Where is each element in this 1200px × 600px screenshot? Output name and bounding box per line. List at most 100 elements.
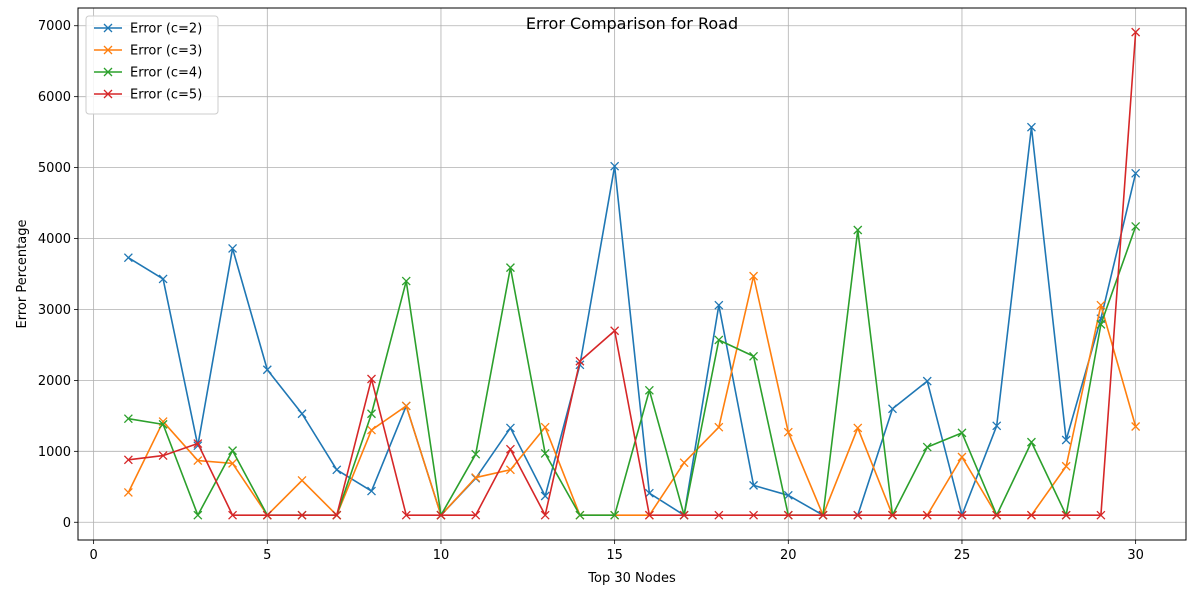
data-point-marker [957, 510, 967, 520]
data-point-marker [610, 510, 620, 520]
legend-item: Error (c=4) [94, 66, 202, 81]
legend-marker-swatch [103, 45, 113, 55]
data-point-marker [123, 488, 133, 497]
y-tick-label: 4000 [38, 232, 71, 247]
data-point-marker [853, 225, 863, 235]
y-tick-label: 1000 [38, 445, 71, 460]
series-line [127, 275, 1137, 516]
data-point-marker [262, 365, 272, 375]
legend-label: Error (c=3) [130, 44, 202, 59]
legend-item: Error (c=5) [94, 88, 202, 103]
x-tick-label: 25 [954, 548, 971, 563]
data-point-marker [123, 414, 133, 424]
data-point-marker [1061, 435, 1071, 445]
data-point-marker [158, 419, 168, 429]
data-point-marker [922, 442, 932, 452]
legend-item: Error (c=3) [94, 44, 202, 59]
data-point-marker [505, 465, 515, 475]
y-tick-label: 6000 [38, 90, 71, 105]
data-point-marker [1096, 300, 1106, 310]
data-point-marker [1131, 27, 1141, 37]
data-point-marker [749, 271, 759, 281]
data-point-marker [714, 422, 724, 432]
data-point-marker [367, 374, 376, 384]
plot-frame [77, 7, 1187, 541]
y-tick-label: 2000 [38, 374, 71, 389]
data-point-marker [367, 425, 376, 435]
x-tick-label: 20 [780, 548, 797, 563]
data-point-marker [1061, 510, 1071, 520]
data-point-marker [992, 421, 1002, 431]
legend-label: Error (c=5) [130, 88, 202, 103]
data-point-marker [401, 401, 411, 411]
data-point-marker [818, 510, 828, 520]
data-point-marker [888, 404, 897, 414]
y-tick-label: 3000 [38, 303, 71, 318]
y-axis-label: Error Percentage [15, 220, 30, 329]
data-point-marker [332, 465, 342, 475]
data-point-marker [783, 510, 793, 520]
data-point-marker [471, 510, 481, 520]
data-point-marker [992, 510, 1002, 520]
data-point-marker [644, 488, 654, 498]
data-point-marker [193, 510, 203, 520]
chart-title: Error Comparison for Road [526, 14, 738, 33]
legend-item: Error (c=2) [94, 22, 202, 37]
data-point-marker [540, 491, 550, 501]
x-tick-label: 10 [433, 548, 450, 563]
data-point-marker [1061, 461, 1071, 471]
data-point-marker [193, 456, 203, 466]
x-tick-label: 0 [89, 548, 97, 563]
y-tick-label: 5000 [38, 161, 71, 176]
data-point-marker [1026, 510, 1036, 520]
data-point-marker [679, 458, 689, 468]
data-point-marker [193, 439, 203, 448]
legend-marker-swatch [103, 89, 113, 99]
data-point-marker [505, 423, 515, 433]
data-point-marker [1131, 168, 1141, 178]
data-point-marker [436, 510, 446, 520]
data-point-marker [714, 335, 724, 345]
data-point-marker [853, 510, 863, 520]
data-point-marker [922, 376, 932, 386]
data-point-marker [644, 510, 654, 520]
x-tick-label: 15 [606, 548, 623, 563]
data-point-marker [471, 449, 481, 459]
data-point-marker [714, 300, 724, 310]
data-point-marker [922, 510, 932, 520]
data-point-marker [540, 422, 550, 432]
series-4 [123, 27, 1141, 520]
data-point-marker [853, 423, 863, 433]
data-point-marker [505, 263, 515, 273]
data-point-marker [471, 473, 481, 483]
data-point-marker [297, 475, 307, 485]
data-point-marker [1131, 422, 1141, 431]
data-point-marker [1026, 437, 1036, 447]
legend-box [85, 15, 219, 115]
data-point-marker [575, 510, 585, 520]
legend-marker-swatch [103, 67, 113, 77]
data-point-marker [749, 480, 759, 490]
data-point-marker [1026, 122, 1036, 132]
data-point-marker [228, 510, 238, 520]
data-point-marker [575, 356, 585, 366]
data-point-marker [228, 458, 238, 468]
data-point-marker [228, 244, 238, 253]
data-point-marker [505, 444, 515, 454]
data-point-marker [123, 253, 133, 263]
data-point-marker [957, 428, 967, 438]
data-point-marker [610, 326, 620, 336]
data-point-marker [297, 510, 307, 520]
x-axis-label: Top 30 Nodes [587, 571, 676, 586]
data-point-marker [332, 510, 342, 520]
data-point-marker [888, 510, 897, 520]
legend: Error (c=2) Error (c=3) Error (c=4) Error (… [85, 15, 219, 115]
data-point-marker [401, 510, 411, 520]
legend-label: Error (c=4) [130, 66, 202, 81]
data-point-marker [540, 510, 550, 520]
data-point-marker [401, 276, 411, 286]
data-point-marker [158, 451, 168, 461]
data-point-marker [783, 427, 793, 437]
data-point-marker [749, 510, 759, 520]
